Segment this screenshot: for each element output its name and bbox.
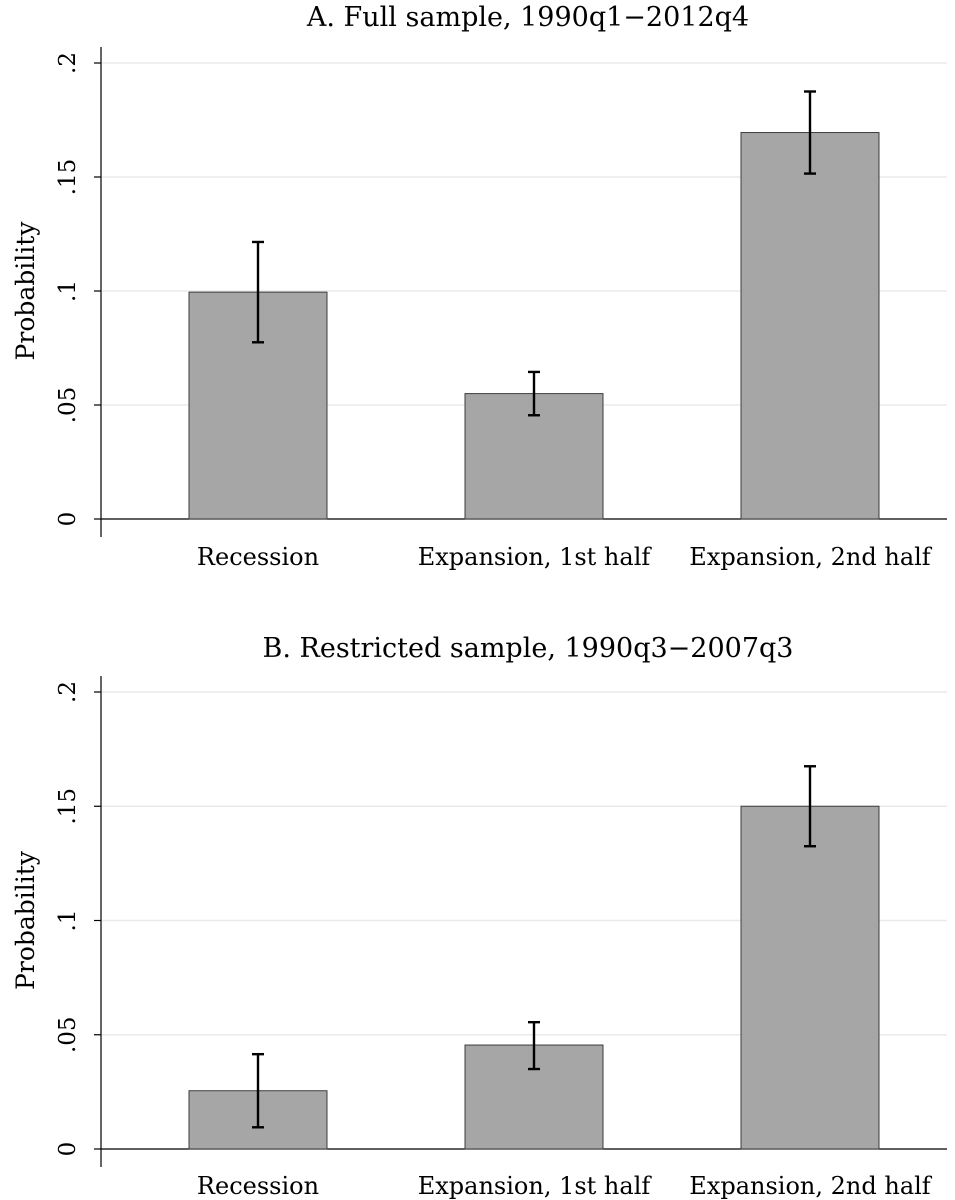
y-axis-label: Probability xyxy=(11,221,40,361)
y-tick-label: .05 xyxy=(55,1016,81,1053)
bar xyxy=(740,132,880,520)
x-tick-label: Expansion, 1st half xyxy=(418,543,653,571)
y-tick-label: .1 xyxy=(55,910,81,932)
x-tick-label: Recession xyxy=(197,543,319,571)
y-tick-label: 0 xyxy=(55,1142,81,1157)
y-tick-label: .1 xyxy=(55,280,81,302)
bar xyxy=(740,805,880,1150)
chart-title: A. Full sample, 1990q1−2012q4 xyxy=(306,2,749,33)
x-tick-label: Expansion, 2nd half xyxy=(689,1172,933,1200)
y-tick-label: .2 xyxy=(55,681,81,703)
y-tick-label: .2 xyxy=(55,52,81,74)
y-tick-label: .15 xyxy=(55,159,81,196)
chart-panel-b: B. Restricted sample, 1990q3−2007q3 0 .05.… xyxy=(11,633,947,1200)
x-tick-label: Expansion, 1st half xyxy=(418,1172,653,1200)
chart-panel-a: A. Full sample, 1990q1−2012q4 0 .05 .1 .15 .2… xyxy=(11,2,947,571)
chart-title: B. Restricted sample, 1990q3−2007q3 xyxy=(263,633,794,664)
x-tick-label: Expansion, 2nd half xyxy=(689,543,933,571)
y-tick-label: 0 xyxy=(55,512,81,527)
y-tick-label: .05 xyxy=(55,387,81,424)
x-tick-label: Recession xyxy=(197,1172,319,1200)
y-tick-label: .15 xyxy=(55,788,81,825)
y-axis-label: Probability xyxy=(11,850,40,990)
